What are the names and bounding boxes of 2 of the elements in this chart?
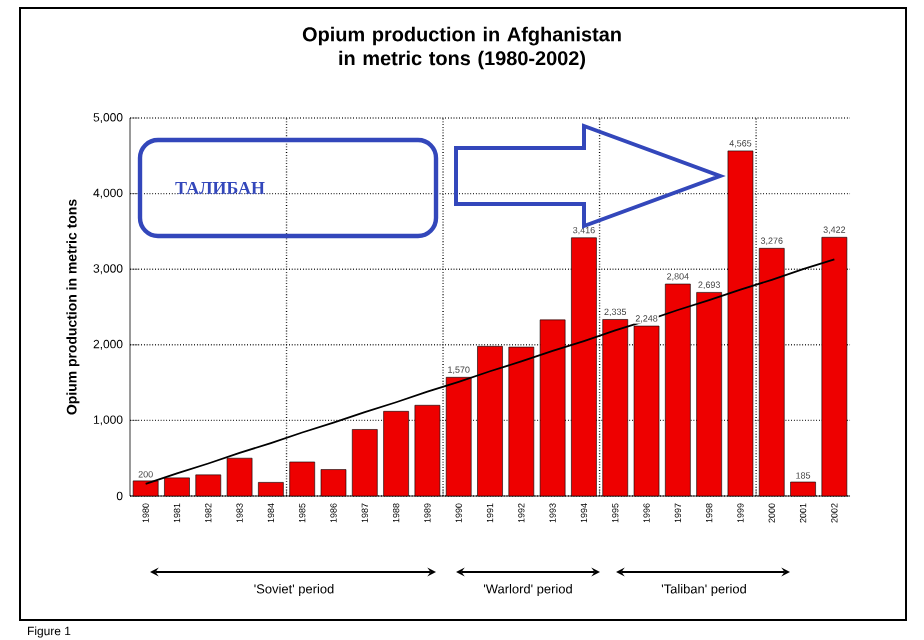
chart-title: Opium production in Afghanistan in metric tons (1980-2002) [302, 26, 621, 70]
annotation: ТАЛИБАН [175, 181, 265, 195]
